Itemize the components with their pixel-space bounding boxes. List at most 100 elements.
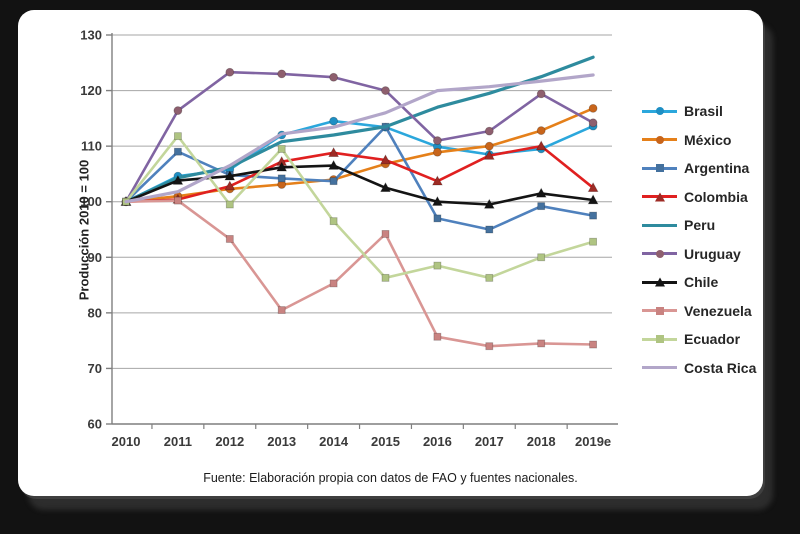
x-tick-label: 2012: [215, 434, 244, 449]
data-point: [380, 181, 391, 193]
legend-label: Ecuador: [684, 331, 741, 348]
y-tick-label: 70: [88, 361, 102, 376]
y-tick-label: 100: [80, 194, 102, 209]
legend-label: Argentina: [684, 160, 750, 177]
data-point: [381, 273, 390, 282]
series-line-uruguay: [124, 70, 595, 203]
y-tick-label: 80: [88, 305, 102, 320]
data-point: [485, 273, 494, 282]
data-point: [225, 235, 234, 243]
data-point: [483, 198, 495, 209]
data-point: [225, 200, 234, 209]
x-tick-label: 2014: [319, 434, 349, 449]
data-point: [173, 132, 182, 141]
legend-line-sample: [642, 248, 677, 259]
data-point: [484, 126, 494, 136]
data-point: [432, 136, 442, 145]
legend-item-mexico: México: [642, 126, 772, 155]
data-point: [485, 225, 494, 234]
data-point: [537, 202, 546, 211]
series-line-costa-rica: [124, 73, 595, 204]
data-point: [587, 181, 599, 193]
source-note: Fuente: Elaboración propia con datos de …: [203, 471, 578, 485]
legend-line-sample: [642, 191, 677, 202]
data-point: [433, 261, 442, 270]
chart-legend: Brasil México Argentina Colombia Peru Uruguay…: [642, 97, 772, 382]
legend-item-peru: Peru: [642, 211, 772, 240]
legend-item-uruguay: Uruguay: [642, 240, 772, 269]
series-line-ecuador: [124, 134, 595, 280]
circle-marker-icon: [655, 249, 664, 258]
legend-line-sample: [642, 362, 677, 373]
data-point: [432, 147, 442, 157]
data-point: [587, 194, 599, 205]
data-point: [224, 180, 236, 191]
data-point: [431, 175, 443, 186]
x-tick-label: 2018: [527, 434, 556, 449]
legend-item-brasil: Brasil: [642, 97, 772, 126]
legend-label: Peru: [684, 217, 716, 234]
y-tick-label: 60: [88, 417, 102, 432]
square-marker-icon: [655, 306, 664, 315]
legend-item-ecuador: Ecuador: [642, 325, 772, 354]
x-tick-label: 2019e: [575, 434, 611, 449]
legend-label: Costa Rica: [684, 359, 757, 376]
triangle-marker-icon: [654, 192, 665, 202]
data-point: [484, 141, 494, 151]
data-point: [328, 146, 340, 158]
square-marker-icon: [655, 335, 664, 344]
y-tick-label: 90: [88, 250, 102, 265]
data-point: [589, 211, 597, 220]
legend-label: Venezuela: [684, 302, 752, 319]
data-point: [537, 339, 546, 348]
y-tick-label: 120: [80, 83, 102, 98]
legend-label: Colombia: [684, 188, 748, 205]
legend-line-sample: [642, 305, 677, 316]
data-point: [431, 195, 443, 206]
data-point: [381, 86, 390, 95]
legend-line-sample: [642, 106, 677, 117]
data-point: [329, 279, 338, 288]
legend-label: Chile: [684, 274, 719, 291]
legend-item-venezuela: Venezuela: [642, 297, 772, 326]
legend-item-colombia: Colombia: [642, 183, 772, 212]
legend-line-sample: [642, 334, 677, 345]
series-line-venezuela: [124, 199, 595, 348]
series-line-colombia: [124, 144, 595, 203]
data-point: [536, 89, 546, 99]
data-point: [329, 72, 339, 82]
legend-item-argentina: Argentina: [642, 154, 772, 183]
legend-item-costa-rica: Costa Rica: [642, 354, 772, 383]
data-point: [328, 159, 340, 170]
data-point: [329, 217, 338, 226]
x-tick-label: 2010: [112, 434, 141, 449]
y-tick-label: 130: [80, 28, 102, 43]
x-tick-label: 2017: [475, 434, 504, 449]
data-point: [433, 332, 442, 341]
x-tick-label: 2015: [371, 434, 400, 449]
data-point: [277, 174, 286, 183]
data-point: [588, 118, 598, 128]
data-point: [173, 196, 182, 205]
x-tick-label: 2013: [267, 434, 296, 449]
legend-line-sample: [642, 163, 677, 174]
legend-item-chile: Chile: [642, 268, 772, 297]
data-point: [485, 342, 494, 351]
triangle-marker-icon: [654, 277, 665, 287]
circle-marker-icon: [655, 107, 664, 116]
legend-line-sample: [642, 220, 677, 231]
data-point: [535, 187, 547, 198]
data-point: [277, 306, 286, 314]
data-point: [329, 177, 338, 186]
data-point: [381, 230, 390, 238]
data-point: [536, 126, 546, 135]
x-tick-label: 2016: [423, 434, 452, 449]
legend-label: Brasil: [684, 103, 723, 120]
data-point: [276, 161, 288, 172]
data-point: [589, 237, 597, 246]
data-point: [329, 116, 339, 126]
data-point: [173, 147, 182, 156]
y-tick-label: 110: [81, 139, 102, 154]
data-point: [433, 214, 442, 223]
